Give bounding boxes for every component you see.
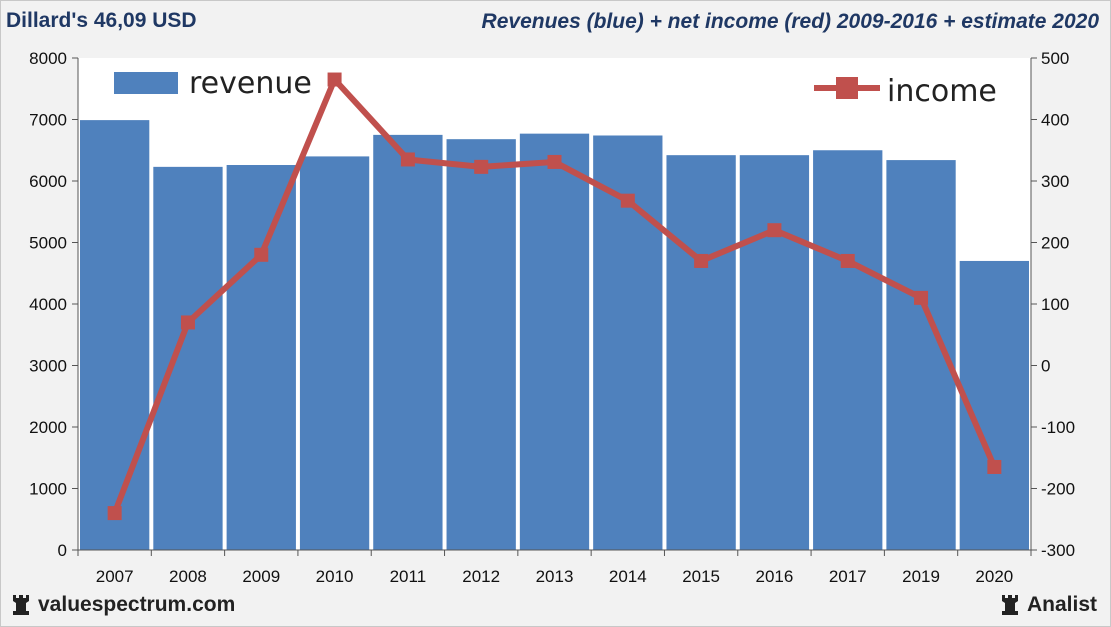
revenue-bar-2009 (226, 165, 296, 550)
revenue-bar-2016 (739, 155, 810, 551)
footer-right-text: Analist (1026, 593, 1097, 616)
revenue-bar-2007 (80, 120, 150, 551)
income-point-2009 (254, 247, 269, 262)
income-point-2010 (327, 72, 342, 87)
income-point-2019 (914, 290, 929, 305)
right-tick-label: -100 (1041, 418, 1075, 437)
x-tick-label-2009: 2009 (242, 567, 280, 586)
income-point-2020 (987, 459, 1002, 474)
left-tick-label: 4000 (29, 295, 67, 314)
left-tick-label: 7000 (29, 111, 67, 130)
legend-income-label: income (887, 74, 997, 109)
right-tick-label: 400 (1041, 111, 1069, 130)
x-tick-label-2012: 2012 (462, 567, 500, 586)
revenue-bar-2013 (519, 133, 590, 550)
legend-revenue-swatch (114, 72, 178, 94)
bars-layer (80, 120, 1029, 551)
axes-layer: 010002000300040005000600070008000-300-20… (29, 49, 1075, 586)
left-tick-label: 5000 (29, 234, 67, 253)
rook-icon (13, 595, 29, 615)
footer-brand-right: Analist (999, 593, 1097, 617)
right-tick-label: 300 (1041, 172, 1069, 191)
left-tick-label: 0 (58, 541, 67, 560)
income-point-2015 (694, 253, 709, 268)
income-line-layer (107, 72, 1002, 521)
chart-title: Revenues (blue) + net income (red) 2009-… (481, 10, 1099, 33)
left-tick-label: 1000 (29, 480, 67, 499)
x-tick-label-2011: 2011 (390, 567, 427, 586)
right-tick-label: 500 (1041, 49, 1069, 68)
left-tick-label: 3000 (29, 357, 67, 376)
x-tick-label-2007: 2007 (96, 567, 134, 586)
revenue-bar-2015 (666, 155, 736, 551)
x-tick-label-2010: 2010 (316, 567, 354, 586)
right-tick-label: 0 (1041, 357, 1050, 376)
income-point-2014 (620, 193, 635, 208)
income-point-2017 (840, 253, 855, 268)
revenue-bar-2011 (373, 134, 443, 550)
income-point-2012 (474, 159, 489, 174)
revenue-bar-2020 (959, 260, 1029, 550)
income-point-2016 (767, 223, 782, 238)
x-tick-label-2017: 2017 (829, 567, 867, 586)
legend-revenue-label: revenue (189, 66, 312, 101)
right-tick-label: 200 (1041, 234, 1069, 253)
rook-icon (1001, 595, 1018, 615)
left-tick-label: 8000 (29, 49, 67, 68)
x-tick-label-2014: 2014 (609, 567, 647, 586)
revenue-bar-2008 (153, 166, 223, 551)
stock-title: Dillard's 46,09 USD (6, 9, 197, 32)
right-tick-label: -300 (1041, 541, 1075, 560)
legend-income-marker (836, 77, 858, 99)
x-tick-label-2020: 2020 (975, 567, 1013, 586)
right-tick-label: -200 (1041, 480, 1075, 499)
x-tick-label-2013: 2013 (536, 567, 574, 586)
x-tick-label-2019: 2019 (902, 567, 940, 586)
left-tick-label: 6000 (29, 172, 67, 191)
income-point-2008 (180, 315, 195, 330)
revenue-bar-2012 (446, 139, 516, 550)
x-tick-label-2008: 2008 (169, 567, 207, 586)
legend: revenue income (114, 66, 997, 109)
x-tick-label-2016: 2016 (756, 567, 794, 586)
x-tick-label-2015: 2015 (682, 567, 720, 586)
footer-left-text: valuespectrum.com (38, 593, 236, 616)
income-point-2013 (547, 154, 562, 169)
income-point-2011 (400, 152, 415, 167)
footer-brand-left: valuespectrum.com (10, 593, 235, 617)
income-point-2007 (107, 506, 122, 521)
revenue-bar-2010 (299, 156, 370, 550)
revenue-bar-2017 (813, 150, 883, 550)
right-tick-label: 100 (1041, 295, 1069, 314)
left-tick-label: 2000 (29, 418, 67, 437)
